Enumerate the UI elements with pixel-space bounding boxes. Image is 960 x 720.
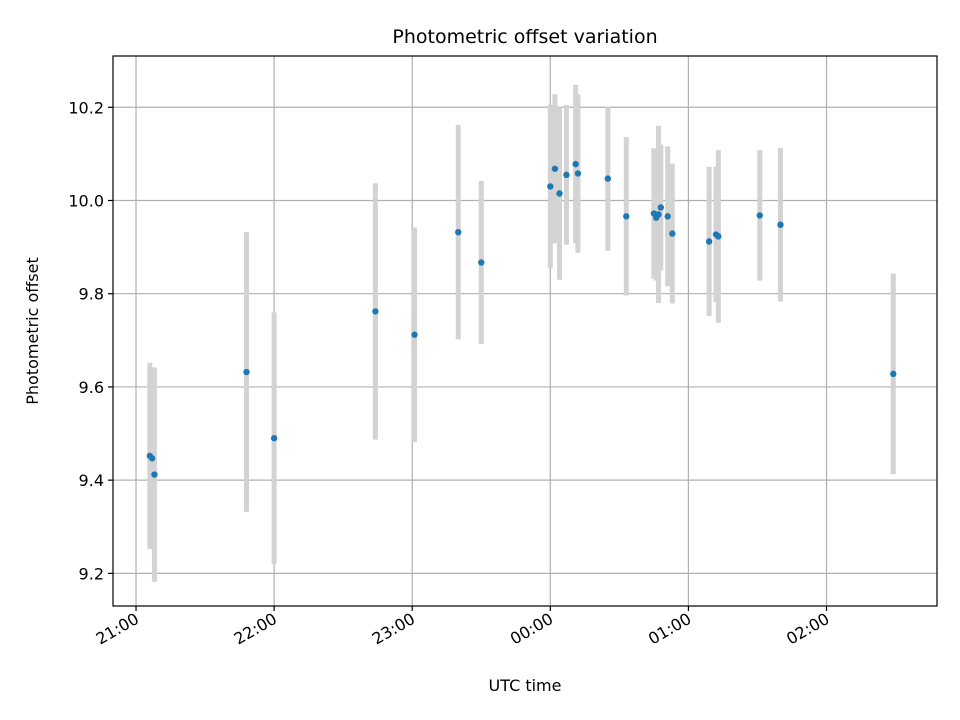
data-point (657, 204, 664, 211)
data-point (623, 213, 630, 220)
x-axis-title: UTC time (489, 676, 562, 695)
data-point (478, 259, 485, 266)
y-tick-label: 9.4 (79, 471, 104, 490)
data-point (270, 435, 278, 442)
data-point (411, 331, 418, 338)
chart-title: Photometric offset variation (392, 26, 657, 48)
y-tick-label: 9.8 (79, 285, 104, 304)
data-point (372, 308, 379, 315)
data-point (572, 160, 579, 168)
data-point (604, 175, 612, 182)
data-point (563, 171, 570, 179)
y-tick-label: 9.6 (79, 378, 104, 397)
data-point (455, 228, 462, 236)
data-point (705, 238, 713, 245)
y-tick-label: 9.2 (79, 564, 104, 583)
y-axis-title: Photometric offset (23, 257, 42, 405)
data-point (243, 368, 250, 376)
data-point (777, 221, 784, 228)
data-point (890, 370, 897, 378)
data-point (655, 211, 662, 218)
point-layer (146, 160, 897, 478)
data-point (664, 213, 671, 220)
data-point (715, 233, 722, 240)
data-point (574, 170, 582, 177)
data-point (556, 190, 563, 197)
data-point (669, 230, 676, 237)
plot-frame (112, 55, 938, 607)
data-point (547, 183, 554, 190)
data-point (148, 455, 156, 462)
y-tick-label: 10.0 (68, 191, 104, 210)
data-point (151, 471, 158, 478)
data-point (756, 212, 763, 219)
y-tick-label: 10.2 (68, 98, 104, 117)
data-point (551, 165, 559, 172)
